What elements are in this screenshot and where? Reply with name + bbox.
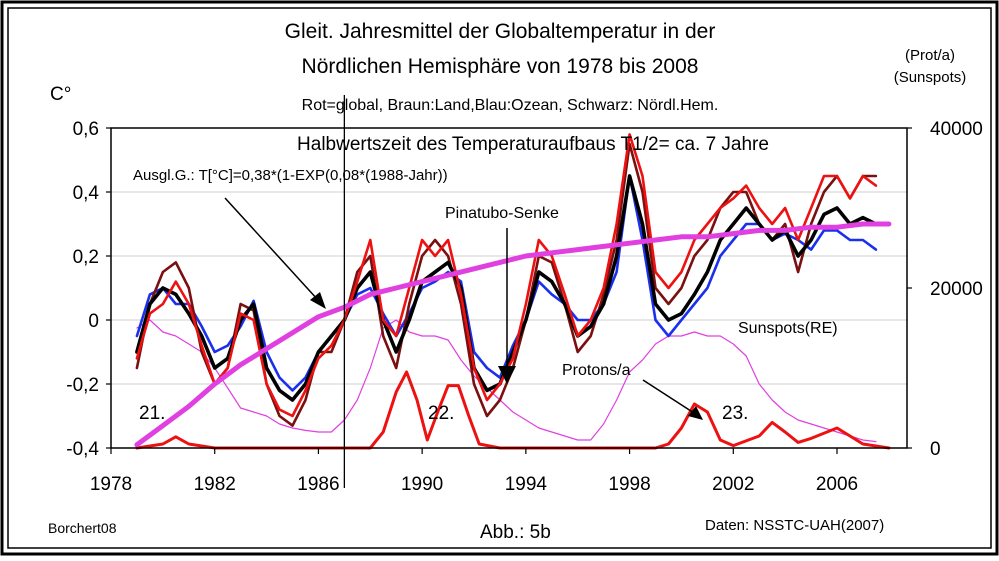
- inner-frame: [7, 7, 992, 549]
- chart-heading-halfwidth: Halbwertszeit des Temperaturaufbaus T1/2…: [297, 134, 769, 155]
- y2-tick-label: 40000: [930, 119, 983, 140]
- x-tick-label: 1978: [90, 474, 132, 495]
- y2-axis-label-line-1: (Prot/a): [905, 47, 955, 64]
- y-tick-label: -0,2: [66, 375, 99, 396]
- series-line-sunspots: [136, 319, 877, 443]
- cycle-label-21: 21.: [139, 403, 165, 424]
- x-tick-label: 1982: [194, 474, 236, 495]
- cycle-label-23: 23.: [722, 403, 748, 424]
- x-tick-label: 1998: [608, 474, 650, 495]
- chart-title-line-2: Nördlichen Hemisphäre von 1978 bis 2008: [302, 55, 699, 78]
- y-tick-label: -0,4: [66, 439, 99, 460]
- y2-tick-label: 20000: [930, 279, 983, 300]
- y2-tick-label: 0: [930, 439, 941, 460]
- footer-figure-label: Abb.: 5b: [480, 522, 551, 543]
- fit-formula-annotation: Ausgl.G.: T[°C]=0,38*(1-EXP(0,08*(1988-J…: [133, 167, 448, 184]
- pinatubo-arrowhead: [498, 366, 516, 384]
- x-tick-label: 2006: [816, 474, 858, 495]
- y-tick-label: 0,6: [73, 119, 99, 140]
- chart-subtitle: Rot=global, Braun:Land,Blau:Ozean, Schwa…: [302, 97, 719, 114]
- x-tick-label: 2002: [712, 474, 754, 495]
- y-tick-label: 0: [88, 311, 99, 332]
- x-tick-label: 1990: [401, 474, 443, 495]
- series-line-fit: [134, 221, 892, 448]
- chart-title-line-1: Gleit. Jahresmittel der Globaltemperatur…: [285, 20, 716, 43]
- y-tick-label: 0,4: [73, 183, 100, 204]
- x-tick-label: 1994: [505, 474, 548, 495]
- x-tick-label: 1986: [297, 474, 339, 495]
- y-tick-label: 0,2: [73, 247, 99, 268]
- y-axis-label: C°: [50, 84, 71, 105]
- sunspots-annotation: Sunspots(RE): [738, 320, 838, 337]
- footer-author: Borchert08: [48, 520, 117, 536]
- protons-annotation: Protons/a: [562, 362, 631, 379]
- footer-data-source: Daten: NSSTC-UAH(2007): [705, 517, 884, 534]
- protons-arrow: [642, 379, 695, 414]
- cycle-label-22: 22.: [428, 403, 454, 424]
- fit-formula-arrow: [224, 197, 319, 301]
- pinatubo-annotation: Pinatubo-Senke: [445, 205, 559, 222]
- axis-ticks: 0,6 0,4 0,2 0 -0,2 -0,4 40000 20000 0 1978 1982 198…: [66, 95, 983, 495]
- fit-formula-arrowhead: [310, 292, 326, 309]
- protons-arrowhead: [688, 406, 703, 420]
- series-line-protons: [135, 370, 891, 450]
- y2-axis-label-line-2: (Sunspots): [894, 69, 967, 86]
